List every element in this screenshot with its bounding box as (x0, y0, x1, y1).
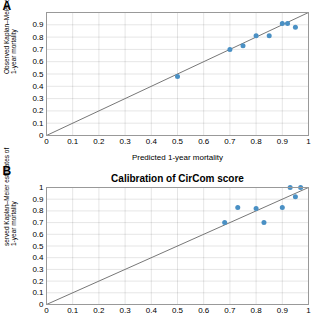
svg-text:0.5: 0.5 (172, 306, 184, 315)
svg-text:0.2: 0.2 (93, 137, 105, 146)
svg-text:0.4: 0.4 (32, 82, 44, 91)
svg-text:0.5: 0.5 (32, 70, 44, 79)
svg-text:0.9: 0.9 (32, 195, 44, 204)
svg-text:0.5: 0.5 (172, 137, 184, 146)
svg-text:0.6: 0.6 (32, 230, 44, 239)
svg-text:0.6: 0.6 (198, 306, 210, 315)
svg-text:0.6: 0.6 (32, 57, 44, 66)
svg-text:0.3: 0.3 (120, 306, 132, 315)
svg-text:served Kaplan–Meier estimates: served Kaplan–Meier estimates of1-year m… (3, 148, 18, 246)
svg-text:0: 0 (44, 137, 49, 146)
svg-text:0.1: 0.1 (67, 306, 79, 315)
svg-text:0.1: 0.1 (32, 288, 44, 297)
svg-text:0.8: 0.8 (251, 137, 263, 146)
svg-text:0.6: 0.6 (198, 137, 210, 146)
svg-text:0: 0 (39, 131, 44, 141)
svg-text:0.1: 0.1 (67, 137, 79, 146)
svg-text:0.4: 0.4 (146, 137, 158, 146)
svg-text:Predicted 1-year mortality: Predicted 1-year mortality (132, 153, 223, 162)
svg-text:0.8: 0.8 (32, 206, 44, 215)
svg-text:0.2: 0.2 (93, 306, 105, 315)
svg-text:1: 1 (306, 306, 311, 315)
svg-text:0.8: 0.8 (32, 33, 44, 42)
svg-text:0.5: 0.5 (32, 242, 44, 251)
svg-text:0: 0 (44, 306, 49, 315)
svg-text:0.8: 0.8 (251, 306, 263, 315)
svg-text:0.4: 0.4 (146, 306, 158, 315)
svg-text:0.9: 0.9 (32, 20, 44, 29)
svg-text:0: 0 (39, 300, 44, 310)
svg-text:0.9: 0.9 (277, 306, 289, 315)
svg-text:Calibration of CirCom score: Calibration of CirCom score (111, 173, 244, 184)
svg-text:0.1: 0.1 (32, 119, 44, 128)
svg-text:Observed Kaplan–Meier estimate: Observed Kaplan–Meier estimates of1-year… (3, 0, 18, 74)
svg-text:0.3: 0.3 (32, 94, 44, 103)
svg-text:0.3: 0.3 (120, 137, 132, 146)
svg-text:0.2: 0.2 (32, 277, 44, 286)
svg-text:1: 1 (306, 137, 311, 146)
svg-text:0.7: 0.7 (32, 45, 44, 54)
svg-text:1: 1 (39, 183, 44, 192)
svg-text:0.7: 0.7 (224, 306, 236, 315)
svg-text:0.2: 0.2 (32, 106, 44, 115)
svg-text:0.4: 0.4 (32, 253, 44, 262)
svg-text:0.3: 0.3 (32, 265, 44, 274)
svg-text:0.7: 0.7 (224, 137, 236, 146)
svg-text:0.9: 0.9 (277, 137, 289, 146)
svg-text:0.7: 0.7 (32, 218, 44, 227)
